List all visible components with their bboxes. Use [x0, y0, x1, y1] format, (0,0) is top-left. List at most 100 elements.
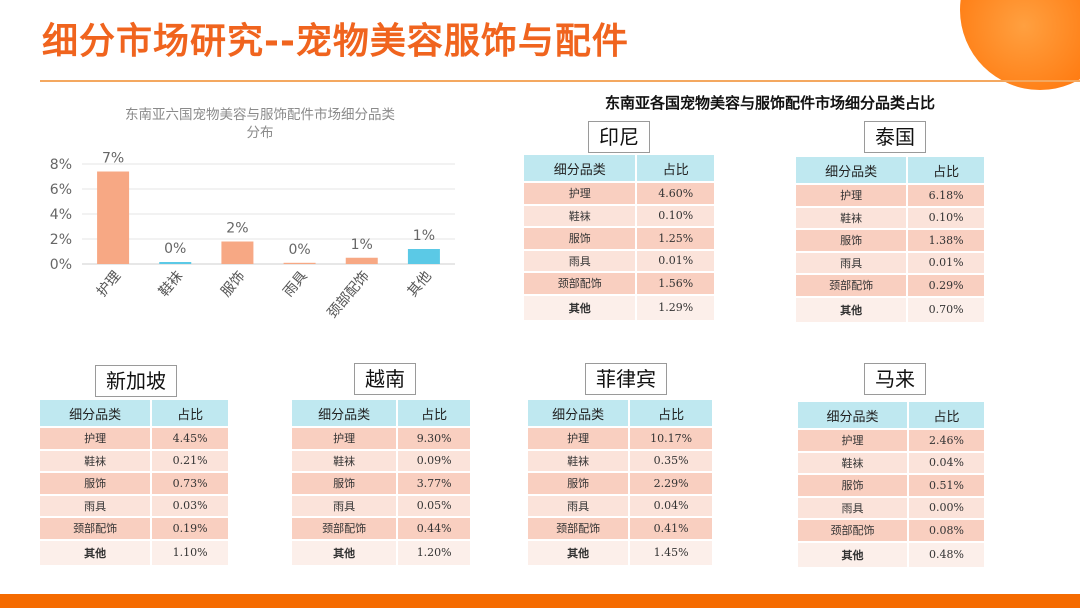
- table-row: 其他 0.48%: [798, 541, 984, 569]
- cell-share: 0.01%: [907, 251, 984, 275]
- country-label-thailand: 泰国: [864, 121, 926, 153]
- cell-category: 其他: [528, 539, 631, 567]
- page-title: 细分市场研究--宠物美容服饰与配件: [42, 21, 629, 62]
- cell-share: 0.19%: [151, 517, 228, 541]
- cell-share: 0.44%: [397, 517, 470, 541]
- header-share: 占比: [636, 155, 714, 183]
- cell-share: 0.03%: [151, 494, 228, 518]
- cell-share: 3.77%: [397, 472, 470, 496]
- header-share: 占比: [907, 157, 984, 185]
- x-category-label: 其他: [405, 268, 435, 300]
- cell-category: 鞋袜: [798, 451, 910, 475]
- decorative-orange-circle: [960, 0, 1080, 90]
- cell-category: 颈部配饰: [524, 272, 638, 296]
- cell-share: 0.05%: [397, 494, 470, 518]
- table-row: 其他 1.10%: [40, 539, 228, 567]
- table-header-row: 细分品类 占比: [796, 157, 984, 185]
- cell-share: 0.08%: [908, 519, 984, 543]
- header-category: 细分品类: [40, 400, 153, 428]
- cell-share: 1.10%: [151, 539, 228, 567]
- table-row: 服饰 1.25%: [524, 227, 714, 251]
- table-row: 颈部配饰 0.19%: [40, 517, 228, 541]
- table-header-row: 细分品类 占比: [798, 402, 984, 430]
- tables-header: 东南亚各国宠物美容与服饰配件市场细分品类占比: [604, 94, 935, 112]
- cell-category: 护理: [796, 184, 909, 208]
- data-label: 0%: [164, 241, 186, 257]
- cell-category: 颈部配饰: [528, 517, 631, 541]
- cell-category: 服饰: [524, 227, 638, 251]
- table-row: 护理 4.45%: [40, 427, 228, 451]
- cell-share: 1.29%: [636, 294, 714, 322]
- table-row: 服饰 2.29%: [528, 472, 712, 496]
- table-row: 服饰 3.77%: [292, 472, 470, 496]
- cell-category: 护理: [40, 427, 153, 451]
- cell-category: 雨具: [528, 494, 631, 518]
- cell-category: 鞋袜: [528, 449, 631, 473]
- table-header-row: 细分品类 占比: [528, 400, 712, 428]
- cell-share: 4.60%: [636, 182, 714, 206]
- country-label-indonesia: 印尼: [588, 121, 650, 153]
- cell-share: 0.41%: [629, 517, 712, 541]
- y-tick-label: 2%: [50, 232, 72, 248]
- header-share: 占比: [629, 400, 712, 428]
- cell-share: 0.01%: [636, 249, 714, 273]
- cell-category: 服饰: [40, 472, 153, 496]
- table-row: 护理 9.30%: [292, 427, 470, 451]
- bottom-accent-bar: [0, 594, 1080, 608]
- table-vietnam: 细分品类 占比 护理 9.30% 鞋袜 0.09% 服饰 3.77% 雨具 0.05% 颈部配饰 0.…: [292, 400, 470, 567]
- table-row: 护理 4.60%: [524, 182, 714, 206]
- bar: [97, 171, 130, 264]
- cell-share: 1.25%: [636, 227, 714, 251]
- country-label-singapore: 新加坡: [95, 365, 177, 397]
- table-row: 颈部配饰 0.41%: [528, 517, 712, 541]
- table-row: 颈部配饰 0.08%: [798, 519, 984, 543]
- header-category: 细分品类: [524, 155, 638, 183]
- cell-category: 服饰: [796, 229, 909, 253]
- x-category-label: 服饰: [218, 268, 248, 300]
- bar: [283, 262, 316, 264]
- table-row: 护理 2.46%: [798, 429, 984, 453]
- table-thailand: 细分品类 占比 护理 6.18% 鞋袜 0.10% 服饰 1.38% 雨具 0.01% 颈部配饰 0.…: [796, 157, 984, 324]
- cell-share: 0.04%: [908, 451, 984, 475]
- cell-category: 颈部配饰: [292, 517, 399, 541]
- header-share: 占比: [908, 402, 984, 430]
- table-row: 雨具 0.01%: [796, 251, 984, 275]
- table-row: 其他 0.70%: [796, 296, 984, 324]
- table-row: 颈部配饰 0.44%: [292, 517, 470, 541]
- data-label: 7%: [102, 151, 124, 167]
- table-row: 护理 6.18%: [796, 184, 984, 208]
- x-category-label: 护理: [94, 268, 124, 300]
- table-row: 颈部配饰 0.29%: [796, 274, 984, 298]
- cell-category: 颈部配饰: [798, 519, 910, 543]
- cell-share: 10.17%: [629, 427, 712, 451]
- cell-share: 0.10%: [636, 204, 714, 228]
- bar: [159, 262, 192, 264]
- data-label: 1%: [351, 237, 373, 253]
- header-share: 占比: [397, 400, 470, 428]
- table-header-row: 细分品类 占比: [292, 400, 470, 428]
- cell-category: 其他: [796, 296, 909, 324]
- header-share: 占比: [151, 400, 228, 428]
- cell-share: 0.10%: [907, 206, 984, 230]
- cell-share: 0.04%: [629, 494, 712, 518]
- cell-share: 0.48%: [908, 541, 984, 569]
- cell-share: 2.29%: [629, 472, 712, 496]
- table-row: 雨具 0.04%: [528, 494, 712, 518]
- table-row: 鞋袜 0.10%: [796, 206, 984, 230]
- table-row: 鞋袜 0.04%: [798, 451, 984, 475]
- cell-share: 0.35%: [629, 449, 712, 473]
- cell-category: 鞋袜: [796, 206, 909, 230]
- cell-category: 其他: [524, 294, 638, 322]
- bar: [221, 241, 254, 264]
- table-row: 鞋袜 0.35%: [528, 449, 712, 473]
- bar: [407, 249, 440, 264]
- cell-share: 9.30%: [397, 427, 470, 451]
- cell-share: 1.38%: [907, 229, 984, 253]
- y-tick-label: 8%: [50, 157, 72, 173]
- chart-title-line-2: 分布: [246, 125, 274, 141]
- table-row: 服饰 0.51%: [798, 474, 984, 498]
- cell-category: 服饰: [292, 472, 399, 496]
- header-category: 细分品类: [292, 400, 399, 428]
- chart-title-line-1: 东南亚六国宠物美容与服饰配件市场细分品类: [125, 107, 395, 123]
- cell-category: 颈部配饰: [40, 517, 153, 541]
